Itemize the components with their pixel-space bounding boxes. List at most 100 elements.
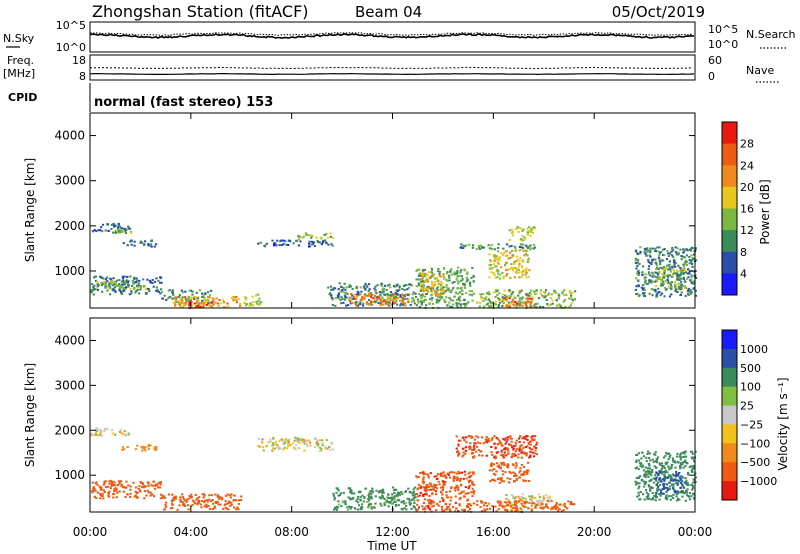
heatmap-cell bbox=[424, 295, 427, 298]
heatmap-cell bbox=[226, 502, 229, 505]
heatmap-cell bbox=[558, 303, 561, 306]
heatmap-cell bbox=[442, 509, 445, 512]
heatmap-cell bbox=[645, 456, 648, 459]
heatmap-cell bbox=[432, 273, 435, 276]
heatmap-cell bbox=[681, 476, 684, 479]
heatmap-cell bbox=[115, 488, 118, 491]
heatmap-cell bbox=[662, 248, 665, 251]
heatmap-cell bbox=[644, 481, 647, 484]
heatmap-cell bbox=[486, 440, 489, 443]
heatmap-cell bbox=[150, 245, 153, 248]
heatmap-cell bbox=[505, 497, 508, 500]
x-tick-label: 00:00 bbox=[678, 525, 713, 539]
heatmap-cell bbox=[476, 301, 479, 304]
heatmap-cell bbox=[463, 510, 466, 513]
heatmap-cell bbox=[649, 479, 652, 482]
heatmap-cell bbox=[649, 274, 652, 277]
heatmap-cell bbox=[353, 492, 356, 495]
heatmap-cell bbox=[457, 471, 460, 474]
heatmap-cell bbox=[252, 301, 255, 304]
heatmap-cell bbox=[216, 500, 219, 503]
heatmap-cell bbox=[385, 300, 389, 303]
heatmap-cell bbox=[101, 230, 104, 233]
heatmap-cell bbox=[671, 473, 674, 476]
heatmap-cell bbox=[510, 245, 513, 247]
heatmap-cell bbox=[340, 505, 343, 508]
heatmap-cell bbox=[387, 301, 390, 304]
heatmap-cell bbox=[369, 490, 372, 493]
heatmap-cell bbox=[320, 449, 323, 452]
heatmap-cell bbox=[518, 297, 522, 300]
heatmap-cell bbox=[685, 491, 688, 494]
heatmap-cell bbox=[666, 278, 669, 281]
heatmap-cell bbox=[459, 472, 462, 474]
heatmap-cell bbox=[491, 267, 494, 270]
heatmap-cell bbox=[324, 239, 327, 242]
heatmap-cell bbox=[530, 448, 533, 451]
heatmap-cell bbox=[456, 477, 459, 480]
heatmap-cell bbox=[108, 480, 111, 483]
heatmap-cell bbox=[489, 305, 492, 307]
heatmap-cell bbox=[121, 448, 124, 451]
heatmap-cell bbox=[683, 265, 686, 268]
heatmap-cell bbox=[501, 254, 505, 257]
heatmap-cell bbox=[118, 490, 121, 493]
heatmap-cell bbox=[226, 302, 229, 305]
heatmap-cell bbox=[530, 495, 533, 498]
heatmap-cell bbox=[467, 510, 470, 513]
cpid-label: CPID bbox=[8, 91, 37, 104]
heatmap-cell bbox=[650, 474, 653, 477]
heatmap-cell bbox=[149, 444, 152, 447]
heatmap-cell bbox=[660, 259, 663, 262]
heatmap-cell bbox=[429, 277, 432, 280]
heatmap-cell bbox=[505, 274, 508, 277]
heatmap-cell bbox=[355, 304, 358, 307]
heatmap-cell bbox=[349, 296, 352, 299]
heatmap-cell bbox=[667, 452, 671, 455]
heatmap-cell bbox=[269, 440, 272, 443]
heatmap-cell bbox=[154, 448, 157, 451]
heatmap-cell bbox=[514, 296, 517, 299]
heatmap-cell bbox=[525, 244, 528, 247]
heatmap-cell bbox=[393, 296, 396, 299]
heatmap-cell bbox=[98, 493, 102, 496]
heatmap-cell bbox=[665, 274, 668, 277]
heatmap-cell bbox=[157, 482, 160, 485]
heatmap-cell bbox=[529, 244, 532, 247]
heatmap-cell bbox=[115, 489, 118, 492]
heatmap-cell bbox=[665, 491, 668, 493]
heatmap-cell bbox=[524, 452, 527, 455]
heatmap-cell bbox=[542, 497, 546, 500]
heatmap-cell bbox=[454, 501, 457, 504]
heatmap-cell bbox=[679, 453, 682, 456]
heatmap-cell bbox=[648, 472, 651, 475]
heatmap-cell bbox=[511, 291, 514, 294]
heatmap-cell bbox=[459, 496, 462, 499]
heatmap-cell bbox=[399, 294, 402, 296]
heatmap-cell bbox=[510, 228, 513, 231]
heatmap-cell bbox=[564, 306, 567, 308]
heatmap-cell bbox=[681, 483, 684, 486]
heatmap-cell bbox=[520, 289, 524, 292]
heatmap-cell bbox=[676, 490, 679, 493]
heatmap-cell bbox=[121, 227, 124, 230]
heatmap-cell bbox=[663, 271, 666, 274]
heatmap-cell bbox=[509, 302, 512, 305]
heatmap-cell bbox=[486, 292, 489, 295]
heatmap-cell bbox=[669, 283, 673, 286]
heatmap-cell bbox=[497, 304, 501, 306]
heatmap-cell bbox=[649, 486, 652, 489]
heatmap-cell bbox=[350, 492, 354, 495]
heatmap-cell bbox=[635, 251, 638, 254]
heatmap-cell bbox=[359, 303, 362, 306]
heatmap-cell bbox=[436, 473, 439, 476]
heatmap-cell bbox=[463, 283, 466, 286]
heatmap-cell bbox=[537, 297, 541, 300]
heatmap-cell bbox=[164, 496, 167, 499]
heatmap-cell bbox=[401, 301, 404, 304]
heatmap-cell bbox=[448, 276, 451, 279]
nave-tick-low: 0 bbox=[708, 70, 715, 83]
heatmap-cell bbox=[661, 272, 664, 275]
heatmap-cell bbox=[503, 463, 506, 466]
heatmap-cell bbox=[504, 294, 507, 297]
